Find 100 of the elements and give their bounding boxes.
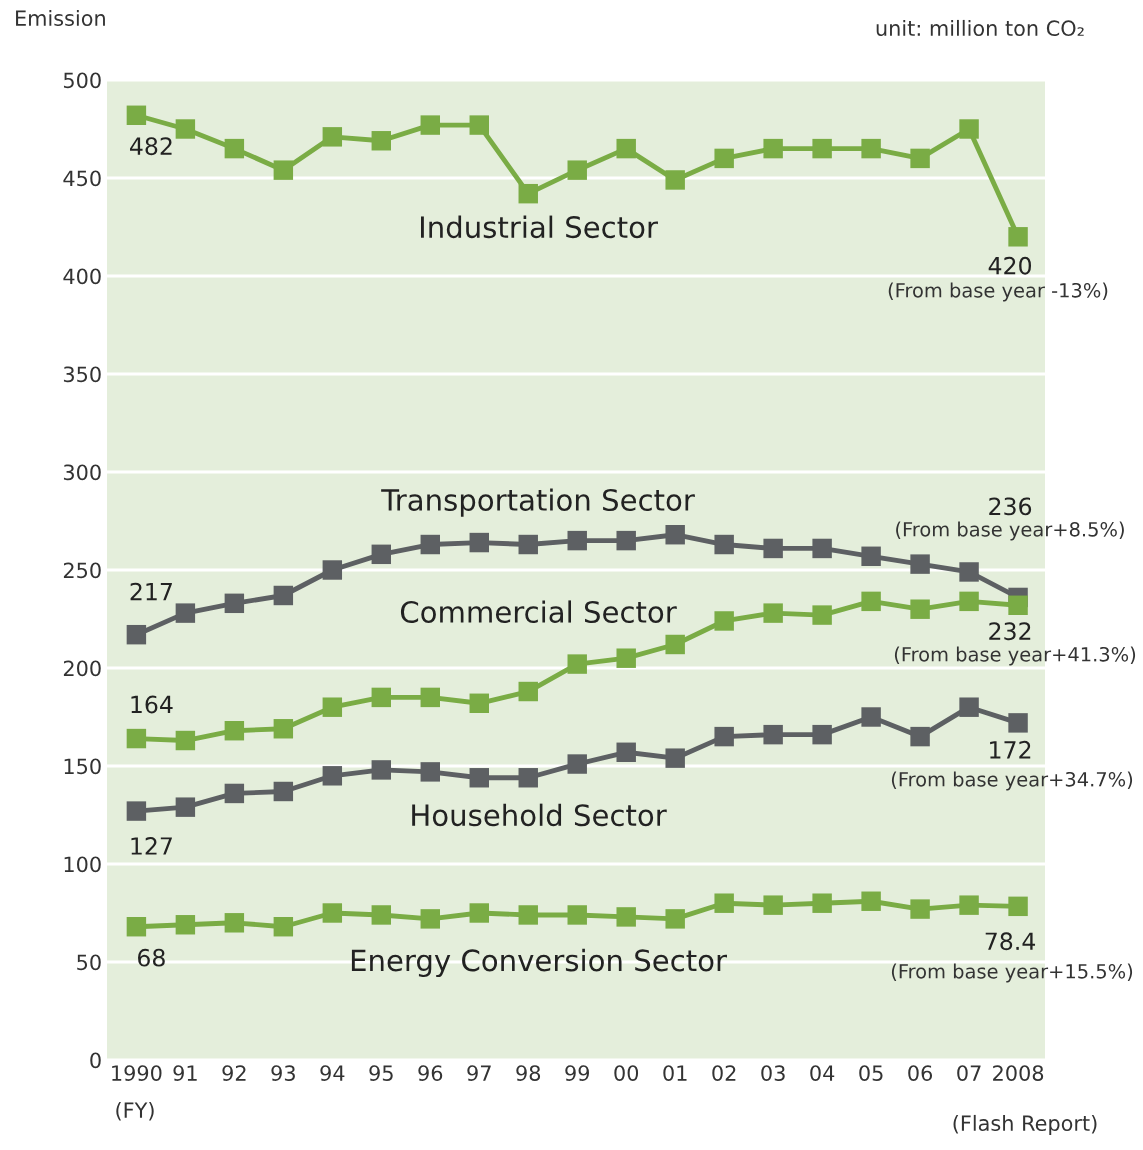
annotation: (From base year+34.7%) (891, 771, 1133, 791)
point (224, 593, 245, 614)
point (665, 909, 685, 929)
point (322, 560, 343, 580)
point (616, 138, 636, 159)
point (1008, 595, 1028, 615)
data-label: 68 (138, 948, 165, 967)
y-tick-label: 50 (77, 954, 101, 971)
point (763, 724, 783, 745)
point (959, 562, 979, 582)
x-tick-label: 06 (908, 1065, 933, 1081)
point (273, 719, 294, 739)
annotation: (From base year+15.5%) (891, 963, 1133, 983)
y-tick-label: 450 (63, 170, 101, 187)
point (1008, 227, 1028, 247)
annotation: (From base year+8.5%) (896, 521, 1124, 541)
point (665, 748, 685, 768)
x-tick-label: 05 (859, 1065, 883, 1081)
point (371, 687, 392, 708)
point (420, 909, 440, 929)
text: unit: million ton CO₂ (876, 19, 1084, 37)
data-label: 217 (130, 582, 172, 601)
point (420, 115, 440, 135)
point (567, 754, 587, 774)
point (567, 160, 587, 180)
point (126, 624, 147, 645)
point (322, 127, 343, 147)
point (812, 893, 832, 913)
point (420, 534, 440, 555)
point (518, 681, 538, 702)
point (567, 654, 587, 674)
point (371, 544, 392, 565)
point (616, 907, 636, 927)
point (812, 538, 832, 559)
y-tick-label: 300 (63, 464, 101, 481)
series-label: Household Sector (412, 803, 667, 827)
point (371, 760, 392, 780)
annotation: (From base year+41.3%) (894, 646, 1136, 666)
x-tick-label: 91 (173, 1065, 197, 1081)
point (469, 115, 489, 135)
point (616, 648, 636, 668)
point (469, 768, 489, 788)
point (224, 913, 245, 933)
point (420, 687, 440, 708)
point (126, 801, 147, 821)
x-tick-label: 00 (614, 1065, 639, 1081)
x-tick-label: 94 (320, 1065, 345, 1081)
point (812, 138, 832, 159)
point (861, 591, 881, 612)
data-label: 420 (988, 256, 1032, 275)
point (861, 546, 881, 566)
x-axis-title: (FY) (116, 1101, 154, 1121)
x-tick-label: 95 (369, 1065, 393, 1081)
point (665, 634, 685, 655)
data-label: 236 (989, 497, 1032, 516)
point (910, 599, 930, 619)
text: (Flash Report) (953, 1114, 1097, 1136)
point (420, 762, 440, 782)
x-tick-label: 03 (761, 1065, 785, 1081)
x-tick-label: 92 (222, 1065, 246, 1081)
point (518, 905, 538, 925)
x-tick-label: 02 (712, 1065, 736, 1081)
y-tick-label: 400 (63, 268, 101, 285)
point (959, 119, 979, 139)
point (126, 728, 147, 749)
point (175, 915, 196, 935)
point (714, 534, 734, 555)
point (469, 532, 489, 553)
y-tick-label: 150 (64, 758, 101, 775)
point (518, 183, 538, 204)
point (1008, 896, 1028, 917)
y-tick-label: 350 (63, 366, 101, 383)
data-label: 172 (990, 740, 1031, 759)
point (224, 138, 245, 159)
x-tick-label: 97 (467, 1065, 491, 1081)
x-tick-label: 99 (565, 1065, 590, 1081)
x-tick-label: 93 (271, 1065, 295, 1081)
point (175, 797, 196, 817)
point (224, 783, 245, 804)
point (763, 538, 783, 559)
point (910, 726, 930, 747)
x-tick-label: 1990 (112, 1065, 162, 1081)
point (616, 742, 636, 762)
point (861, 138, 881, 159)
point (959, 895, 979, 915)
point (1008, 713, 1028, 733)
point (763, 138, 783, 159)
point (224, 721, 245, 741)
series-label: Commercial Sector (400, 600, 677, 623)
point (714, 148, 734, 169)
point (273, 585, 294, 606)
point (469, 903, 489, 923)
point (322, 697, 343, 717)
point (665, 170, 685, 190)
point (273, 917, 294, 937)
point (175, 119, 196, 139)
point (910, 899, 930, 919)
point (665, 525, 685, 545)
point (910, 554, 930, 574)
point (812, 724, 832, 745)
